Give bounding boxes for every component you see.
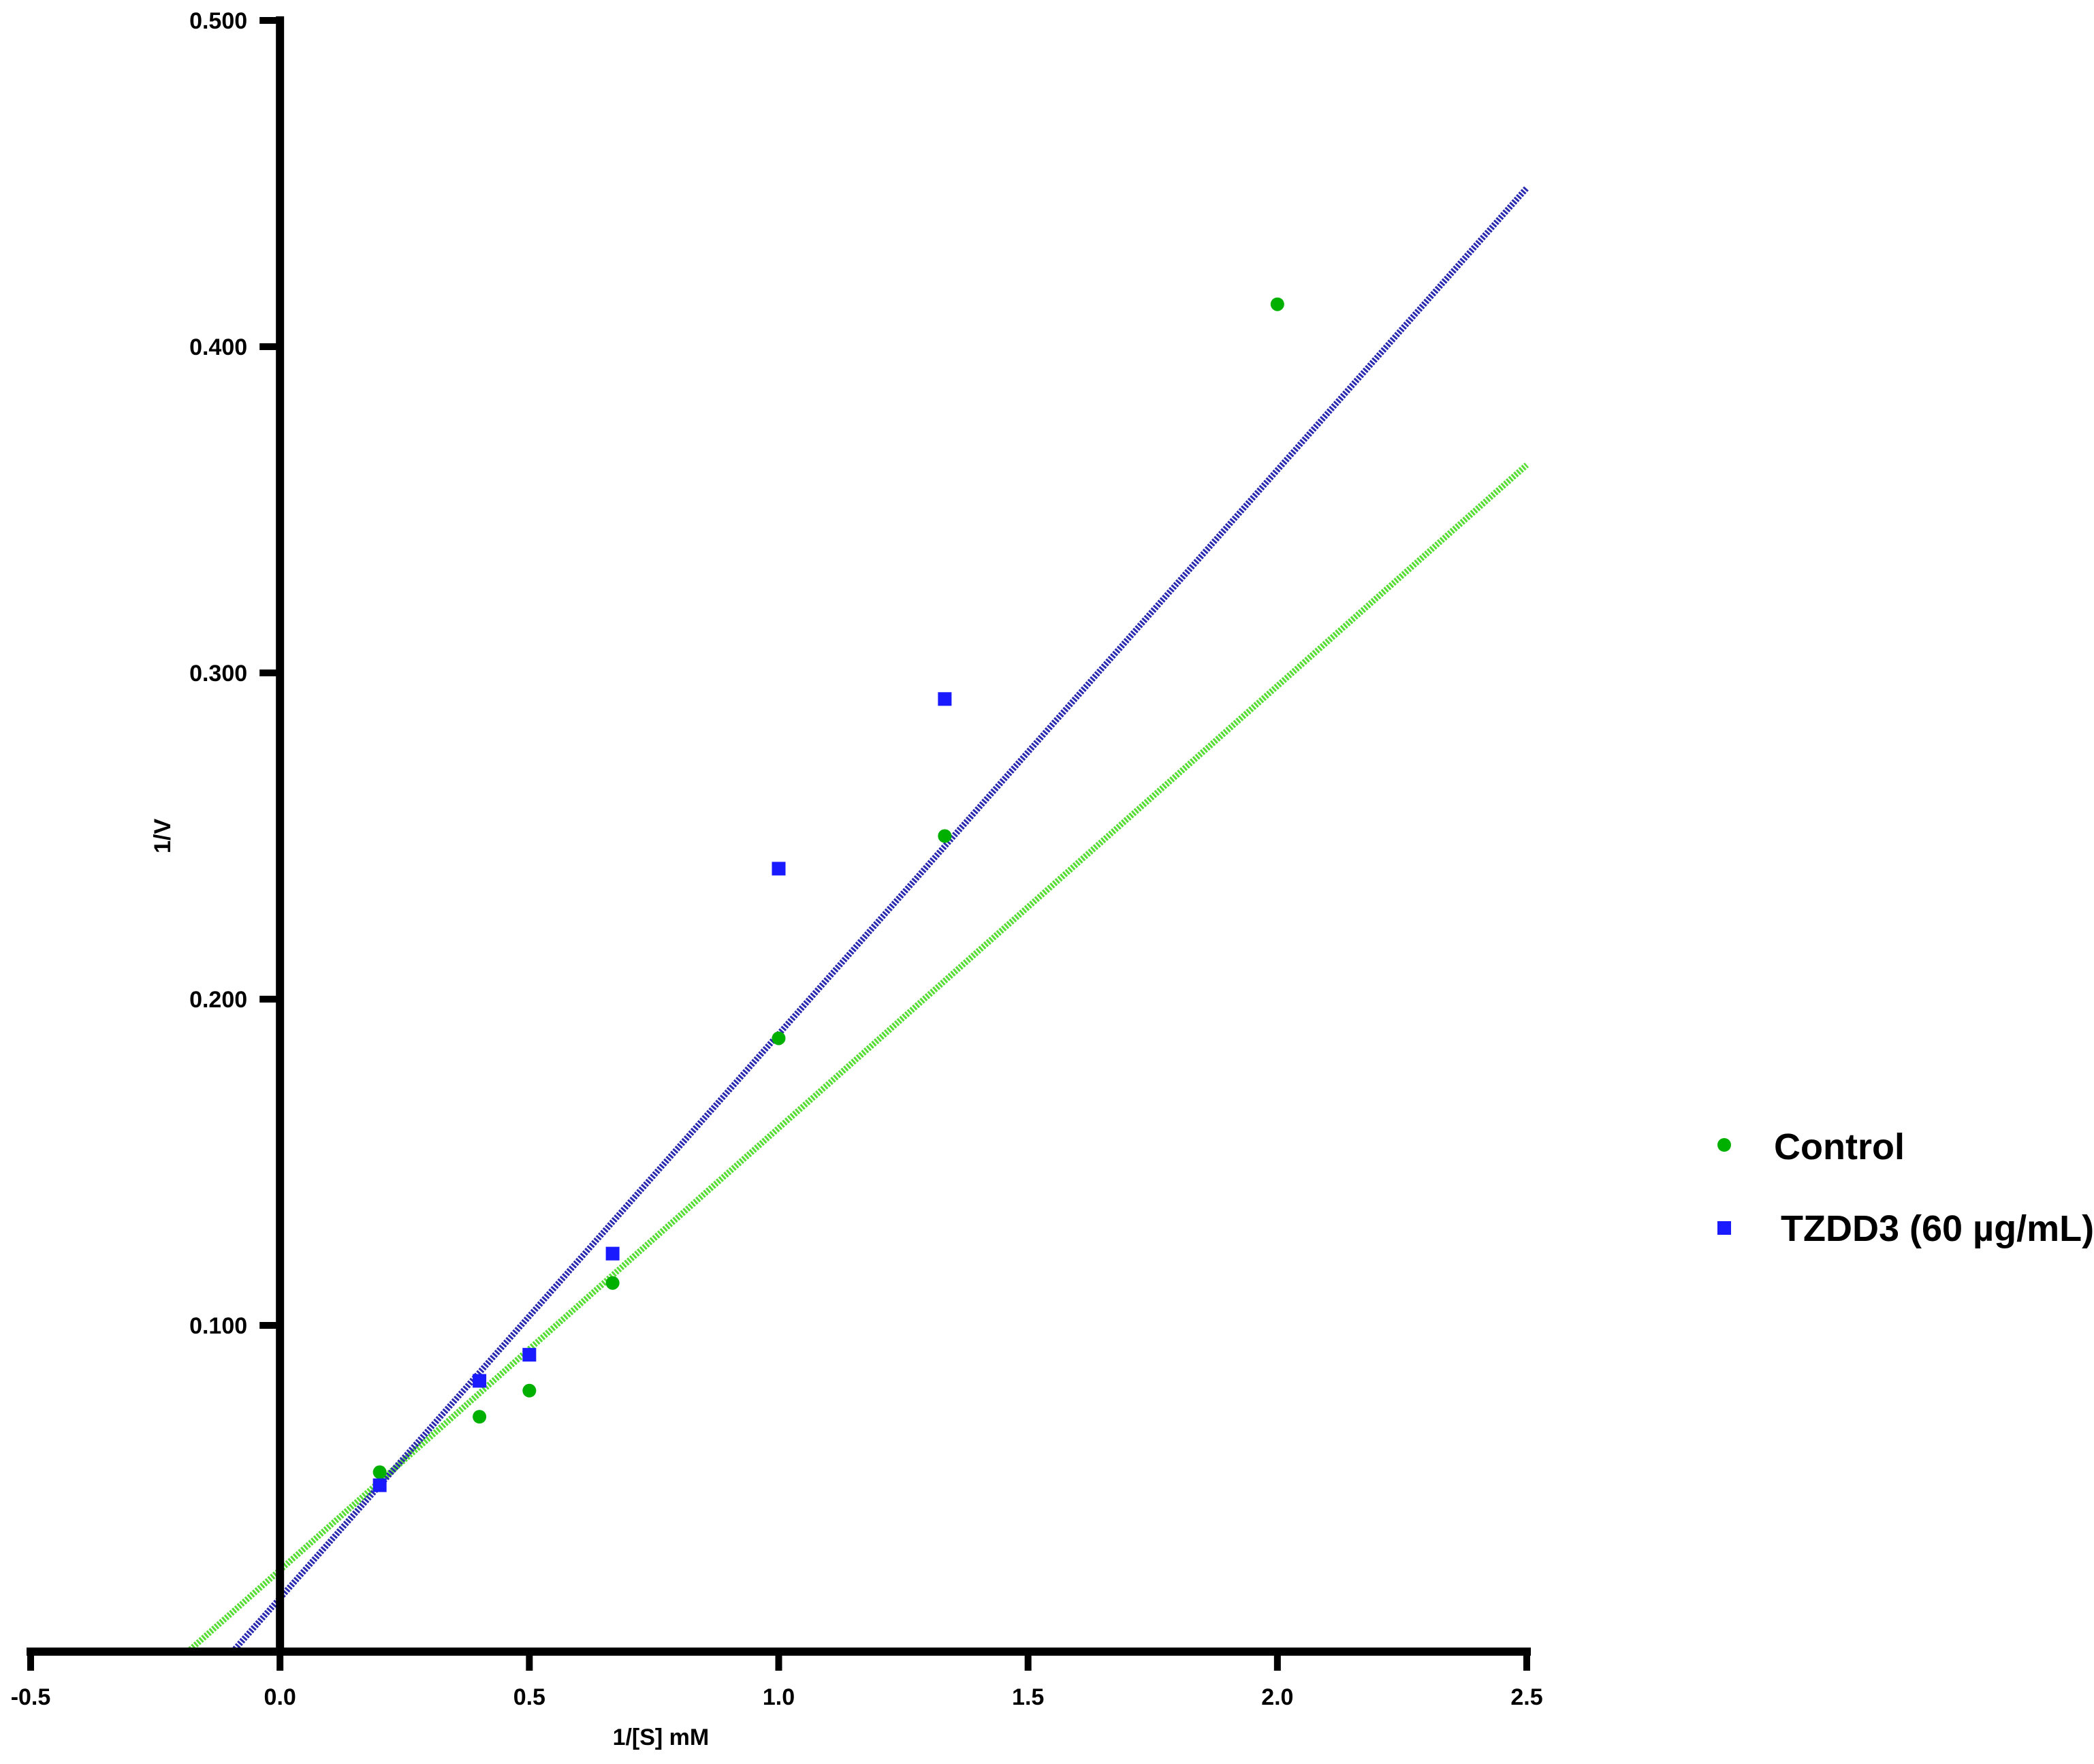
data-point-tzdd3 [938, 692, 952, 706]
x-tick-label: 0.5 [513, 1684, 545, 1710]
data-points [372, 297, 1284, 1492]
data-point-tzdd3 [372, 1478, 387, 1492]
data-point-control [938, 829, 952, 843]
data-point-tzdd3 [605, 1246, 620, 1261]
data-point-control [473, 1410, 487, 1424]
data-point-control [1270, 297, 1284, 311]
data-point-tzdd3 [522, 1348, 537, 1362]
data-point-control [522, 1383, 537, 1398]
x-tick-label: -0.5 [11, 1684, 51, 1710]
x-tick-label: 1.5 [1012, 1684, 1044, 1710]
y-axis-title: 1/V [150, 819, 176, 853]
legend-label-control: Control [1774, 1127, 1905, 1167]
data-point-tzdd3 [772, 862, 786, 876]
legend-marker-tzdd3 [1717, 1221, 1731, 1235]
ticks: -0.5 0.0 0.5 1.0 1.5 2.0 2.5 0.100 0.200 0.300 0.4… [11, 8, 1543, 1710]
legend: Control TZDD3 (60 µg/mL) [1717, 1127, 2094, 1249]
x-tick-label: 2.0 [1261, 1684, 1293, 1710]
legend-label-tzdd3: TZDD3 (60 µg/mL) [1781, 1208, 2094, 1249]
y-tick-label: 0.300 [189, 661, 247, 687]
data-point-control [605, 1276, 620, 1290]
fit-lines [185, 185, 1529, 1654]
data-point-control [372, 1465, 387, 1479]
x-tick-label: 1.0 [763, 1684, 795, 1710]
x-axis-title: 1/[S] mM [613, 1724, 710, 1750]
x-tick-label: 2.5 [1510, 1684, 1542, 1710]
data-point-control [772, 1031, 786, 1045]
legend-marker-control [1717, 1138, 1731, 1152]
y-tick-label: 0.200 [189, 987, 247, 1013]
x-tick-label: 0.0 [264, 1684, 296, 1710]
data-point-tzdd3 [473, 1374, 487, 1388]
y-tick-label: 0.400 [189, 334, 247, 360]
axes [27, 16, 1531, 1656]
y-tick-label: 0.500 [189, 8, 247, 34]
y-tick-label: 0.100 [189, 1313, 247, 1339]
fit-line-tzdd3 [230, 185, 1529, 1654]
